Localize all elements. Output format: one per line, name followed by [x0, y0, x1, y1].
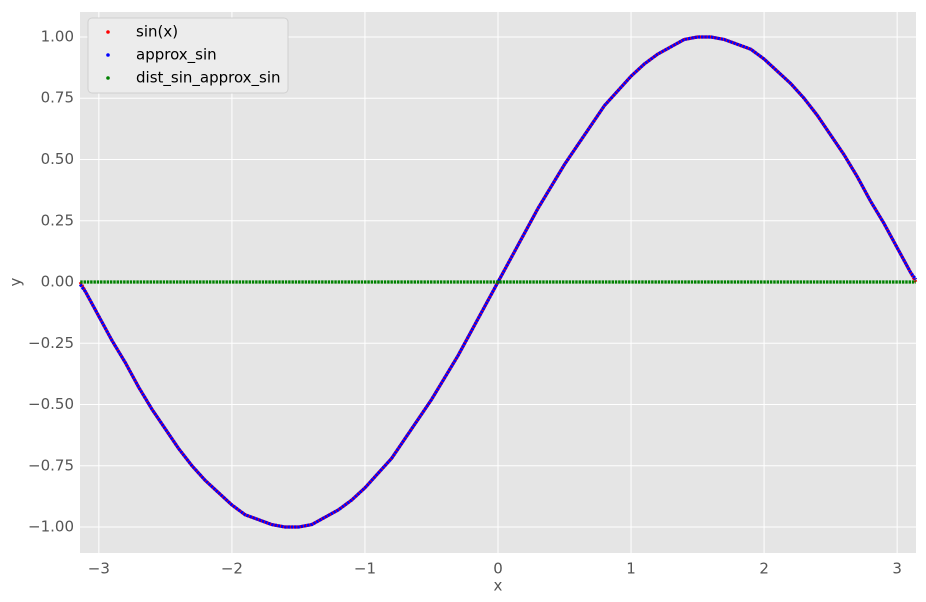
y-tick-label: −0.25: [28, 334, 74, 352]
legend-label: dist_sin_approx_sin: [136, 69, 281, 88]
legend: sin(x) approx_sin dist_sin_approx_sin: [87, 17, 289, 94]
x-tick-label: 0: [493, 560, 503, 578]
x-tick-label: 1: [626, 560, 636, 578]
x-tick-label: 3: [892, 560, 902, 578]
legend-label: sin(x): [136, 23, 178, 41]
legend-box: [87, 17, 289, 94]
x-tick-label: −3: [88, 560, 110, 578]
y-tick-label: 0.50: [41, 150, 74, 168]
legend-marker: [106, 76, 110, 80]
x-tick-label: 2: [759, 560, 769, 578]
y-tick-label: −0.50: [28, 395, 74, 413]
legend-marker: [106, 30, 110, 34]
y-tick-label: 0.75: [41, 89, 74, 107]
legend-marker: [106, 53, 110, 57]
y-tick-label: 1.00: [41, 27, 74, 45]
x-tick-label: −2: [221, 560, 243, 578]
y-tick-label: −1.00: [28, 518, 74, 536]
y-tick-label: −0.75: [28, 456, 74, 474]
y-tick-label: 0.25: [41, 211, 74, 229]
y-tick-label: 0.00: [41, 273, 74, 291]
y-axis-label: y: [7, 277, 25, 286]
legend-label: approx_sin: [136, 46, 217, 65]
x-tick-label: −1: [354, 560, 376, 578]
x-axis-label: x: [494, 577, 503, 595]
